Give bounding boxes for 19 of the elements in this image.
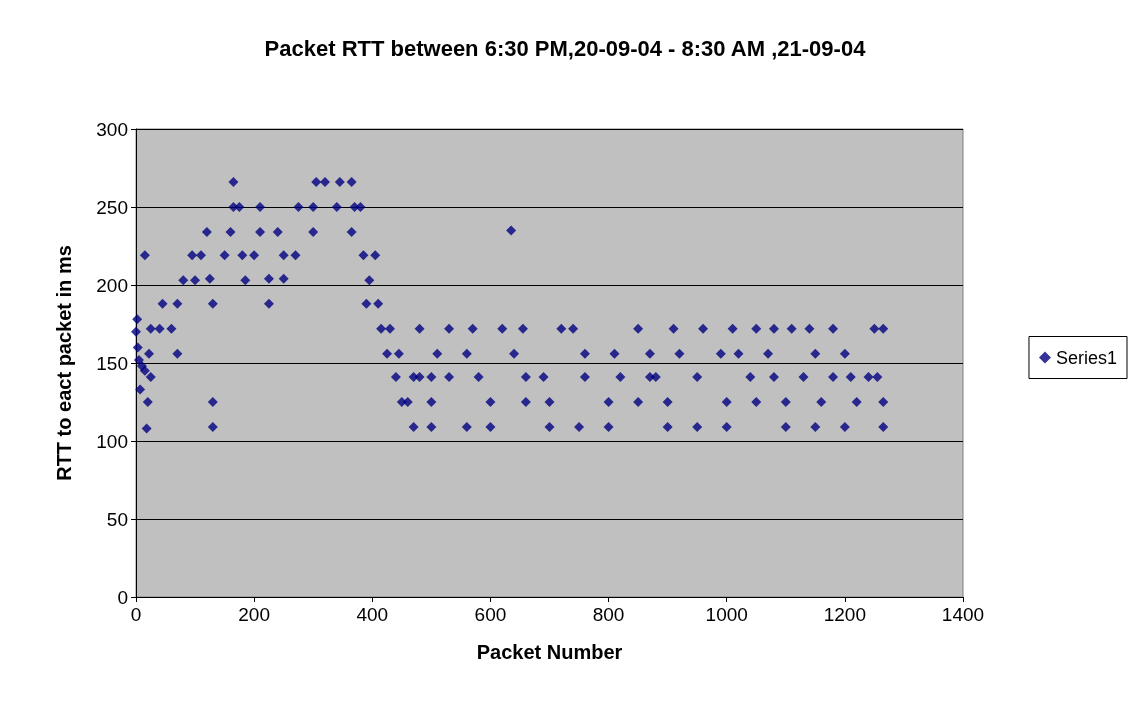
- x-tick-label: 400: [356, 604, 389, 625]
- x-tick-label: 600: [474, 604, 507, 625]
- x-tick-label: 200: [238, 604, 270, 625]
- chart-title: Packet RTT between 6:30 PM,20-09-04 - 8:30 AM ,21-09-04: [264, 35, 867, 61]
- y-tick-label: 200: [96, 274, 128, 296]
- x-tick-label: 1000: [705, 604, 748, 625]
- y-tick-label: 0: [117, 586, 128, 608]
- y-tick-label: 150: [96, 352, 128, 374]
- x-tick-label: 0: [130, 604, 142, 625]
- y-tick-label: 250: [96, 196, 128, 218]
- x-tick-label: 1400: [941, 604, 985, 625]
- y-tick-label: 100: [96, 430, 128, 452]
- y-tick-label: 300: [96, 118, 128, 140]
- x-axis-title: Packet Number: [476, 641, 623, 663]
- x-tick-label: 1200: [823, 604, 866, 625]
- legend-label: Series1: [1055, 347, 1117, 368]
- y-axis-title: RTT to eact packet in ms: [53, 245, 75, 481]
- y-tick-label: 50: [106, 508, 128, 530]
- x-tick-label: 800: [592, 604, 625, 625]
